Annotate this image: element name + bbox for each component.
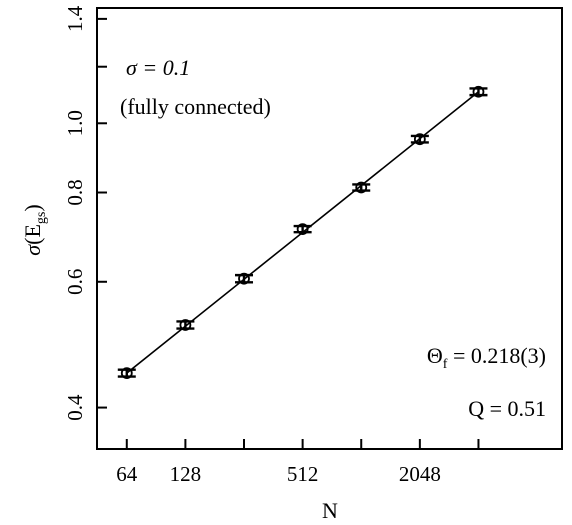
y-tick-label: 0.4 [63,394,87,421]
y-tick-label: 0.8 [63,179,87,205]
data-point [293,223,312,236]
data-points [117,85,488,380]
data-point [410,133,429,146]
x-axis-title: N [322,498,338,523]
axis-ticks [97,17,480,449]
point-marker [413,133,426,146]
q-annotation: Q = 0.51 [468,396,546,421]
data-point [117,367,136,380]
y-tick-label: 0.6 [63,269,87,295]
plot-frame [96,7,563,450]
point-marker [120,367,133,380]
point-marker [179,319,192,331]
x-tick-label: 2048 [399,462,441,486]
connectivity-annotation: (fully connected) [120,94,271,119]
data-point [469,85,488,98]
data-point [235,272,254,285]
x-tick-label: 64 [116,462,138,486]
x-tick-label: 128 [170,462,202,486]
y-tick-label: 1.4 [63,5,87,32]
y-tick-label: 1.0 [63,110,87,136]
point-marker [238,272,250,285]
point-marker [472,85,485,98]
y-axis-title: σ(Egs) [20,204,49,255]
tick-labels: 64 128 512 2048 0.4 0.6 0.8 1.0 1.4 [63,5,441,486]
sigma-annotation: σ = 0.1 [126,55,190,80]
theta-annotation: Θf = 0.218(3) [427,343,546,372]
x-tick-label: 512 [287,462,319,486]
data-point [176,319,195,331]
data-point [352,181,371,194]
point-marker [296,223,309,236]
point-marker [355,181,368,194]
